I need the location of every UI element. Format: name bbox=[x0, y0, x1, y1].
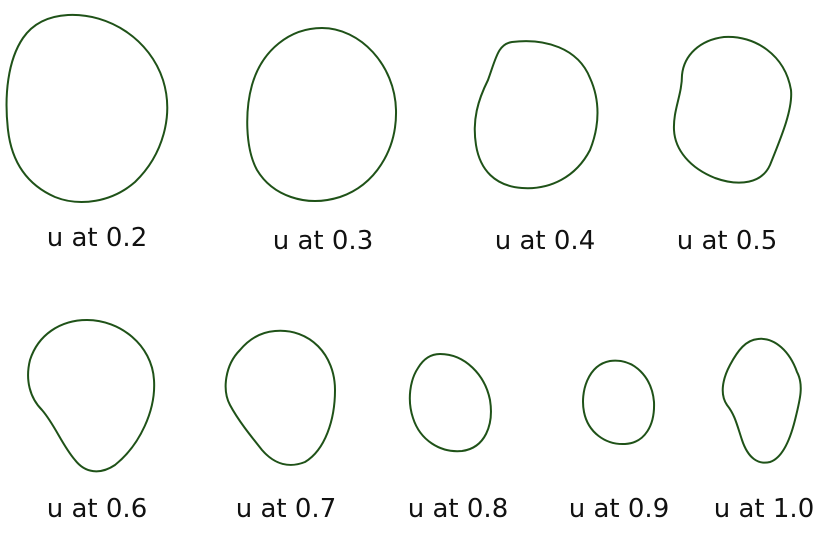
contour-u-0-5 bbox=[672, 35, 793, 184]
contour-u-0-8 bbox=[408, 353, 492, 453]
contour-u-0-3 bbox=[246, 27, 398, 202]
contour-u-0-2 bbox=[5, 13, 169, 203]
panel-label: u at 0.9 bbox=[568, 494, 670, 524]
panel-label: u at 0.7 bbox=[235, 494, 337, 524]
panel-label: u at 0.3 bbox=[272, 226, 374, 256]
contour-u-0-9 bbox=[582, 359, 656, 446]
panel-label: u at 0.8 bbox=[407, 494, 509, 524]
contour-u-0-6 bbox=[27, 319, 156, 473]
contour-u-1-0 bbox=[721, 337, 802, 464]
contour-u-0-7 bbox=[224, 329, 336, 466]
panel-label: u at 0.5 bbox=[676, 226, 778, 256]
panel-label: u at 0.2 bbox=[46, 223, 148, 253]
panel-label: u at 1.0 bbox=[713, 494, 815, 524]
panel-label: u at 0.4 bbox=[494, 226, 596, 256]
contour-u-0-4 bbox=[473, 40, 599, 190]
panel-label: u at 0.6 bbox=[46, 494, 148, 524]
